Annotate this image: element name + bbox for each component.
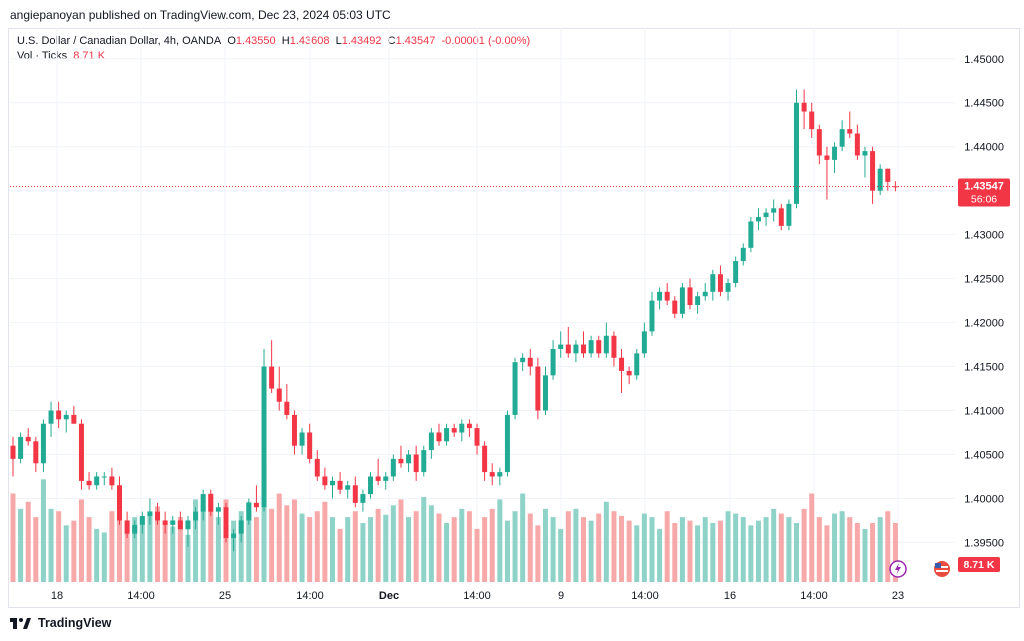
publish-header: angiepanoyan published on TradingView.co… <box>0 0 1024 28</box>
chart-frame <box>8 28 1020 608</box>
high-value: 1.43608 <box>289 35 330 47</box>
brand-name: TradingView <box>38 616 112 630</box>
high-label: H <box>281 35 290 47</box>
close-label: C <box>387 35 396 47</box>
volume-indicator-value: 8.71 K <box>73 50 106 62</box>
change-value: -0.00001 (-0.00%) <box>441 35 531 47</box>
low-label: L <box>335 35 342 47</box>
close-value: 1.43547 <box>395 35 436 47</box>
volume-indicator-label[interactable]: Vol · Ticks <box>17 50 68 62</box>
footer: TradingView <box>10 616 111 630</box>
open-value: 1.43550 <box>235 35 276 47</box>
low-value: 1.43492 <box>341 35 382 47</box>
symbol-label[interactable]: U.S. Dollar / Canadian Dollar, 4h, OANDA <box>17 35 222 47</box>
chart-legend: U.S. Dollar / Canadian Dollar, 4h, OANDA… <box>17 34 530 64</box>
open-label: O <box>227 35 236 47</box>
tradingview-logo-icon <box>10 618 31 629</box>
publisher-line: angiepanoyan published on TradingView.co… <box>10 8 391 22</box>
